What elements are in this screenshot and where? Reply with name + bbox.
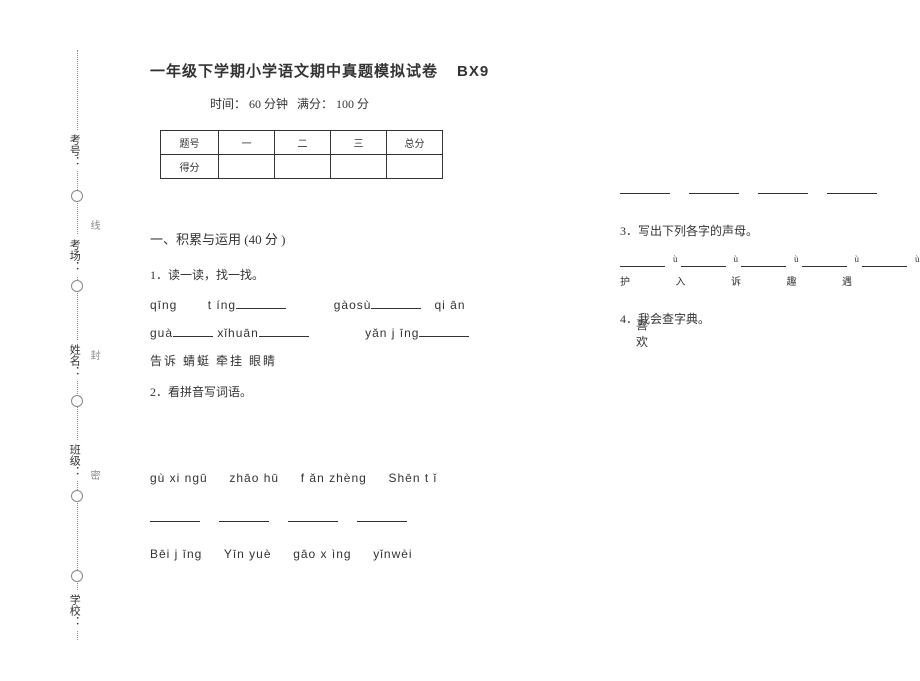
char: 诉 bbox=[731, 273, 784, 288]
char: 入 bbox=[676, 273, 729, 288]
td bbox=[387, 155, 443, 179]
pinyin: f ǎn zhèng bbox=[301, 471, 367, 485]
blank bbox=[219, 508, 269, 522]
full-label: 满分： bbox=[297, 97, 333, 111]
binding-circle bbox=[71, 490, 83, 502]
binding-circle bbox=[71, 280, 83, 292]
side-label-school: 学校： bbox=[67, 590, 80, 631]
pinyin: guà bbox=[150, 326, 173, 340]
side-label-name: 姓名： bbox=[67, 340, 80, 381]
pinyin: Bēi j īng bbox=[150, 547, 202, 561]
blank bbox=[259, 323, 309, 337]
pinyin-row: guà xǐhuān yǎn j īng bbox=[150, 323, 570, 345]
side-label-room: 考场： bbox=[67, 235, 80, 276]
pinyin: qi ān bbox=[434, 298, 465, 312]
pinyin: Shēn t ǐ bbox=[388, 471, 437, 485]
blank bbox=[758, 180, 808, 194]
left-column: 一年级下学期小学语文期中真题模拟试卷 BX9 时间： 60 分钟 满分： 100… bbox=[150, 60, 570, 571]
blank bbox=[741, 253, 786, 267]
blank bbox=[150, 508, 200, 522]
pinyin: yǎn j īng bbox=[365, 326, 419, 340]
cutmark-xian: 线 bbox=[86, 220, 101, 230]
shengmu-chars: 护 入 诉 趣 遇 bbox=[620, 273, 900, 288]
table-row: 题号 一 二 三 总分 bbox=[161, 131, 443, 155]
q2-title: 2．看拼音写词语。 bbox=[150, 383, 570, 400]
title-text: 一年级下学期小学语文期中真题模拟试卷 bbox=[150, 64, 438, 80]
shengmu-row: ù ù ù ù ù bbox=[620, 253, 900, 271]
blank bbox=[689, 180, 739, 194]
sup: ù bbox=[855, 254, 860, 264]
th: 二 bbox=[275, 131, 331, 155]
pinyin: gàosù bbox=[334, 298, 372, 312]
blank bbox=[236, 295, 286, 309]
td bbox=[219, 155, 275, 179]
section-heading: 一、积累与运用 (40 分 ) bbox=[150, 229, 570, 248]
exam-meta: 时间： 60 分钟 满分： 100 分 bbox=[210, 95, 570, 112]
blank bbox=[357, 508, 407, 522]
binding-circle bbox=[71, 570, 83, 582]
exam-title: 一年级下学期小学语文期中真题模拟试卷 BX9 bbox=[150, 60, 570, 81]
time-value: 60 分钟 bbox=[249, 97, 288, 111]
sup: ù bbox=[794, 254, 799, 264]
pinyin: zhāo hū bbox=[229, 471, 279, 485]
pinyin: xǐhuān bbox=[217, 326, 258, 340]
blank bbox=[681, 253, 726, 267]
binding-circle bbox=[71, 190, 83, 202]
pinyin: Yīn yuè bbox=[224, 547, 272, 561]
time-label: 时间： bbox=[210, 97, 246, 111]
th: 一 bbox=[219, 131, 275, 155]
td bbox=[275, 155, 331, 179]
blank bbox=[288, 508, 338, 522]
title-code: BX9 bbox=[457, 63, 489, 80]
td: 得分 bbox=[161, 155, 219, 179]
q4-title: 4．我会查字典。 bbox=[620, 310, 900, 327]
q1-title: 1．读一读，找一找。 bbox=[150, 266, 570, 283]
pinyin: t íng bbox=[208, 298, 236, 312]
blank-row bbox=[150, 508, 570, 526]
side-label-class: 班级： bbox=[67, 440, 80, 481]
pinyin: yǐnwèi bbox=[373, 547, 412, 561]
blank bbox=[419, 323, 469, 337]
pinyin: gāo x ìng bbox=[293, 547, 351, 561]
th: 题号 bbox=[161, 131, 219, 155]
full-value: 100 分 bbox=[336, 97, 369, 111]
sup: ù bbox=[734, 254, 739, 264]
side-label-examno: 考号： bbox=[67, 130, 80, 171]
table-row: 得分 bbox=[161, 155, 443, 179]
th: 三 bbox=[331, 131, 387, 155]
blank bbox=[173, 323, 213, 337]
binding-circle bbox=[71, 395, 83, 407]
blank bbox=[802, 253, 847, 267]
char: 趣 bbox=[787, 273, 840, 288]
cutmark-feng: 封 bbox=[86, 350, 101, 360]
sup: ù bbox=[673, 254, 678, 264]
td bbox=[331, 155, 387, 179]
blank bbox=[862, 253, 907, 267]
pinyin: qīng bbox=[150, 298, 177, 312]
th: 总分 bbox=[387, 131, 443, 155]
char: 护 bbox=[620, 273, 673, 288]
binding-sidebar: 考号： 考场： 姓名： 班级： 学校： bbox=[70, 50, 90, 640]
pinyin-row: qīng t íng gàosù qi ān bbox=[150, 295, 570, 317]
pinyin: gù xi ngū bbox=[150, 471, 208, 485]
q3-title: 3．写出下列各字的声母。 bbox=[620, 222, 900, 239]
word-bank: 告诉 蜻蜓 牵挂 眼睛 bbox=[150, 352, 570, 369]
blank bbox=[620, 253, 665, 267]
char: 遇 bbox=[842, 273, 895, 288]
sup: ù bbox=[915, 254, 920, 264]
right-column: 3．写出下列各字的声母。 ù ù ù ù ù 护 入 诉 趣 遇 4．我会查字典… bbox=[620, 60, 900, 339]
blank bbox=[620, 180, 670, 194]
blank bbox=[371, 295, 421, 309]
score-table: 题号 一 二 三 总分 得分 bbox=[160, 130, 443, 179]
pinyin-row: gù xi ngū zhāo hū f ǎn zhèng Shēn t ǐ bbox=[150, 468, 570, 490]
cutmark-mi: 密 bbox=[86, 470, 101, 480]
blank bbox=[827, 180, 877, 194]
blank-row bbox=[620, 180, 900, 198]
pinyin-row: Bēi j īng Yīn yuè gāo x ìng yǐnwèi bbox=[150, 544, 570, 566]
